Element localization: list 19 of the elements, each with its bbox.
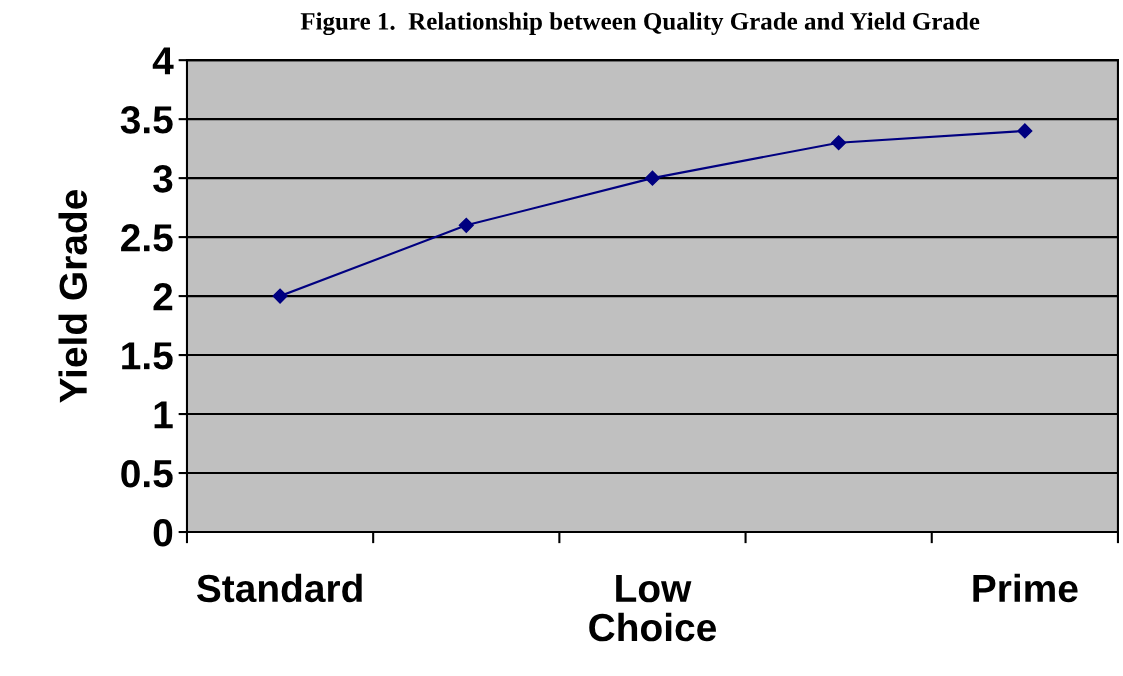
y-tick-label: 0 [153,518,173,547]
y-tick-label: 1.5 [122,342,173,370]
y-tick-label: 0.5 [121,459,173,488]
x-tick-label: Prime [973,573,1078,603]
y-tick-label: 3 [153,165,173,193]
point [831,135,847,151]
y-tick-label: 3.5 [120,106,173,134]
y-tick-label: 2.5 [121,224,173,252]
y-tick-label: 1 [154,401,173,429]
y-tick-label: 2 [153,283,173,311]
point [458,217,474,233]
point [272,288,288,304]
y-tick-label: 4 [152,47,174,75]
y-axis-title: Yield Grade [58,190,88,403]
x-tick-label: Standard [196,573,362,603]
point [1017,123,1033,139]
chart-title: Figure 1. Relationship between Quality Grade and Yield Grade [300,12,980,36]
point [644,170,661,186]
x-tick-label: Low Choice [589,575,716,642]
